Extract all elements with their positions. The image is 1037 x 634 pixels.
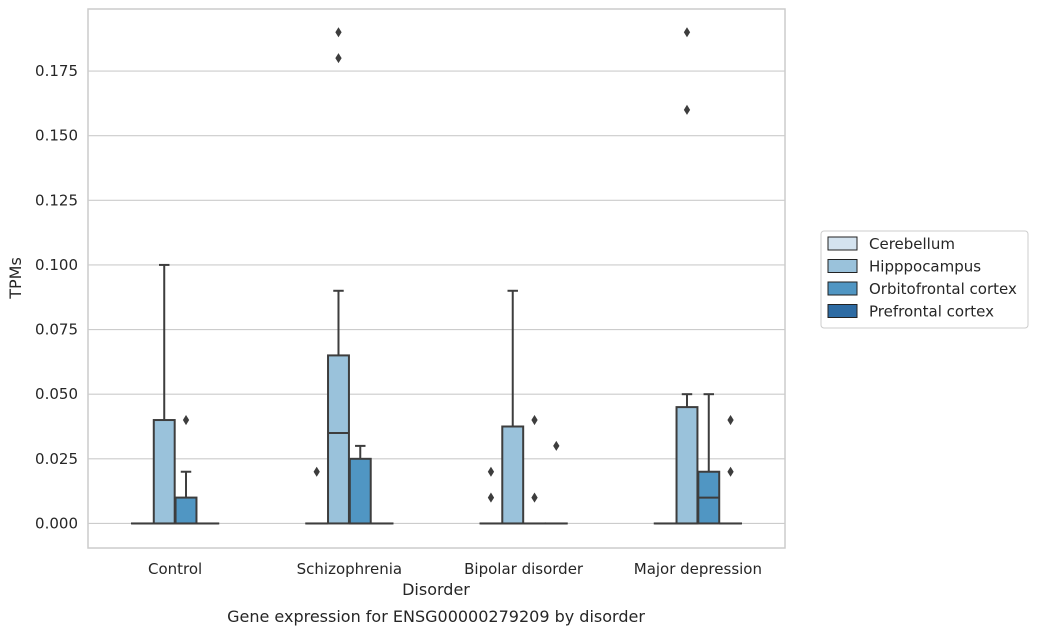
outlier-point — [683, 104, 691, 115]
legend-swatch — [827, 259, 858, 273]
legend: Cerebellum Hipppocampus Orbitofrontal cort… — [820, 230, 1029, 329]
box — [501, 425, 525, 525]
outlier-point — [182, 414, 190, 426]
y-tick-label: 0.050 — [35, 385, 78, 403]
y-axis-ticks: 0.000 0.025 0.050 0.075 0.100 0.125 0.150 0.175 — [35, 62, 78, 532]
box-group — [348, 444, 372, 525]
y-tick-label: 0.175 — [35, 62, 78, 80]
box-group — [697, 393, 721, 525]
outlier-point — [335, 27, 342, 38]
outlier-point — [531, 492, 538, 503]
box-group — [675, 27, 699, 525]
box-group — [719, 414, 743, 525]
legend-label: Hipppocampus — [869, 258, 981, 276]
legend-item: Prefrontal cortex — [827, 303, 994, 321]
x-tick-label: Control — [148, 560, 202, 578]
y-tick-label: 0.150 — [35, 127, 78, 145]
box-group — [501, 289, 525, 525]
box — [348, 457, 372, 525]
legend-frame — [820, 230, 1029, 329]
outlier-point — [487, 466, 495, 477]
legend-label: Orbitofrontal cortex — [869, 280, 1017, 298]
box-group — [174, 414, 198, 525]
legend-item: Orbitofrontal cortex — [827, 280, 1017, 298]
legend-swatch — [827, 281, 858, 296]
box-group — [152, 263, 176, 525]
box-series — [130, 27, 743, 525]
y-tick-label: 0.100 — [35, 256, 78, 274]
x-tick-label: Bipolar disorder — [464, 560, 584, 578]
plot-frame — [87, 8, 786, 549]
legend-label: Prefrontal cortex — [869, 303, 994, 321]
outlier-point — [727, 414, 734, 426]
outlier-point — [313, 466, 320, 477]
y-axis-label: TPMs — [6, 257, 25, 300]
x-tick-label: Schizophrenia — [297, 560, 402, 578]
outlier-point — [683, 27, 691, 38]
y-tick-label: 0.025 — [35, 450, 78, 468]
box — [675, 406, 699, 525]
outlier-point — [335, 53, 342, 64]
plot-area — [88, 9, 785, 548]
x-tick-label: Major depression — [634, 560, 762, 578]
box — [174, 496, 198, 525]
legend-item: Hipppocampus — [827, 258, 981, 276]
box — [152, 419, 176, 525]
box-group — [544, 440, 568, 525]
outlier-point — [487, 492, 495, 503]
outlier-point — [531, 414, 538, 426]
legend-label: Cerebellum — [869, 235, 955, 253]
chart-caption: Gene expression for ENSG00000279209 by d… — [227, 607, 645, 626]
y-tick-label: 0.075 — [35, 321, 78, 339]
x-axis-label: Disorder — [402, 580, 470, 599]
x-axis-ticks: Control Schizophrenia Bipolar disorder Majo… — [148, 560, 762, 578]
legend-swatch — [827, 304, 858, 318]
box-group — [327, 27, 350, 525]
y-tick-label: 0.000 — [35, 514, 78, 532]
y-tick-label: 0.125 — [35, 191, 78, 209]
legend-swatch — [827, 236, 858, 251]
box — [327, 354, 350, 525]
outlier-point — [727, 466, 734, 477]
outlier-point — [553, 440, 560, 451]
legend-item: Cerebellum — [827, 235, 955, 253]
